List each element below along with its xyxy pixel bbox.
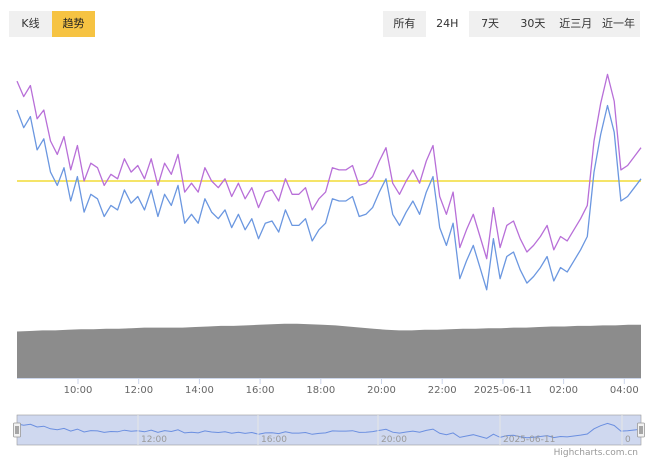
price-series-line-1	[16, 104, 642, 291]
x-tick-label: 16:00	[246, 385, 275, 396]
navigator-tick-label: 20:00	[381, 435, 407, 445]
x-axis: 10:00 12:00 14:00 16:00 18:00 20:00 22:00 2025-…	[17, 378, 641, 396]
x-tick-label: 18:00	[306, 385, 335, 396]
range-3m[interactable]: 近三月	[559, 17, 593, 30]
range-all[interactable]: 所有	[393, 17, 416, 30]
credit-text[interactable]: Highcharts.com.cn	[553, 448, 638, 458]
range-selector: 所有 24H 7天 30天 近三月 近一年	[383, 11, 640, 37]
x-tick-label: 12:00	[124, 385, 153, 396]
navigator-tick-label: 12:00	[141, 435, 167, 445]
tab-trend[interactable]: 趋势	[52, 11, 95, 37]
x-tick-label: 02:00	[549, 385, 578, 396]
navigator[interactable]: 12:00 16:00 20:00 2025-06-11 0	[13, 414, 645, 446]
x-tick-label: 04:00	[610, 385, 639, 396]
volume-area	[17, 323, 641, 378]
tab-kline[interactable]: K线	[9, 11, 52, 37]
navigator-tick-label: 0	[625, 435, 631, 445]
navigator-tick-label: 2025-06-11	[503, 435, 555, 445]
navigator-left-handle	[13, 422, 21, 438]
navigator-series-line	[16, 422, 642, 439]
range-30d[interactable]: 30天	[520, 17, 546, 30]
navigator-right-handle	[637, 422, 645, 438]
x-tick-label: 10:00	[64, 385, 93, 396]
x-tick-label: 22:00	[428, 385, 457, 396]
volume-plot	[17, 323, 641, 378]
x-tick-label: 14:00	[185, 385, 214, 396]
x-tick-label: 20:00	[367, 385, 396, 396]
range-1y[interactable]: 近一年	[602, 17, 636, 30]
main-plot	[16, 73, 642, 291]
range-7d[interactable]: 7天	[481, 17, 500, 30]
mode-tabs: K线 趋势	[9, 11, 95, 37]
navigator-tick-label: 16:00	[261, 435, 287, 445]
price-series-line-0	[16, 73, 642, 260]
range-24h[interactable]: 24H	[425, 11, 469, 37]
navigator-window	[16, 414, 642, 446]
x-tick-label: 2025-06-11	[474, 385, 532, 396]
